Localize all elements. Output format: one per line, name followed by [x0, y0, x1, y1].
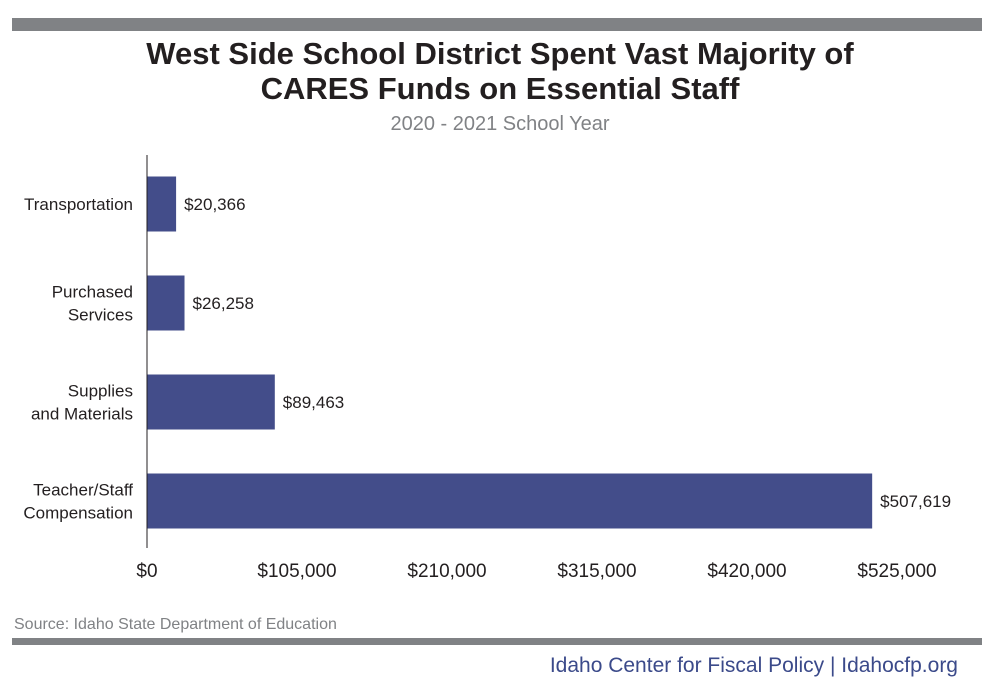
x-tick-label: $210,000	[407, 561, 486, 582]
credit-link[interactable]: Idaho Center for Fiscal Policy | Idahocf…	[549, 654, 958, 677]
bar	[147, 275, 185, 331]
x-tick-label: $0	[136, 561, 157, 582]
chart-title: West Side School District Spent Vast Maj…	[0, 36, 1000, 106]
x-tick-label: $315,000	[557, 561, 636, 582]
source-note: Source: Idaho State Department of Educat…	[14, 616, 337, 633]
chart-title-line-2: CARES Funds on Essential Staff	[260, 71, 740, 106]
bar-value-label: $507,619	[880, 492, 951, 511]
top-rule	[12, 18, 982, 31]
chart-title-line-1: West Side School District Spent Vast Maj…	[146, 36, 854, 71]
bar-value-label: $20,366	[184, 195, 245, 214]
x-tick-label: $525,000	[857, 561, 936, 582]
category-label: Purchased Services	[52, 283, 133, 325]
bottom-rule	[12, 638, 982, 645]
bar-value-label: $89,463	[283, 393, 344, 412]
x-tick-label: $420,000	[707, 561, 786, 582]
x-tick-labels-group: $0 $105,000 $210,000 $315,000 $420,000 $525,0…	[136, 561, 936, 582]
x-tick-label: $105,000	[257, 561, 336, 582]
bar	[147, 176, 177, 232]
bar-chart: $20,366 $26,258 $89,463 $507,619 Transporta…	[23, 155, 951, 582]
bar-value-label: $26,258	[193, 294, 254, 313]
bars-group	[147, 176, 873, 529]
bar	[147, 374, 275, 430]
category-label: Supplies and Materials	[31, 382, 133, 424]
category-labels-group: Transportation Purchased Services Supplies a…	[23, 195, 133, 523]
bar	[147, 473, 873, 529]
chart-subtitle: 2020 - 2021 School Year	[390, 113, 610, 135]
category-label: Teacher/Staff Compensation	[23, 481, 133, 523]
category-label: Transportation	[24, 195, 133, 214]
value-labels-group: $20,366 $26,258 $89,463 $507,619	[184, 195, 951, 511]
